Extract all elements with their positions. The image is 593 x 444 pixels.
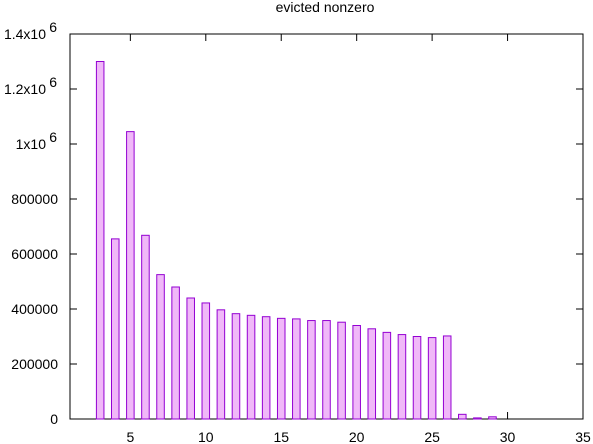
y-tick-label: 0 — [50, 411, 58, 427]
x-tick-label: 30 — [500, 429, 516, 444]
bar — [352, 325, 361, 420]
y-tick-label: 1.2x10 — [4, 81, 46, 97]
bar — [261, 316, 271, 420]
bar — [276, 317, 286, 420]
y-tick-label: 200000 — [11, 356, 58, 372]
y-tick-label: 400000 — [11, 301, 58, 317]
bar — [186, 297, 195, 420]
y-tick-label: 800000 — [11, 191, 58, 207]
y-tick-label-exponent: 6 — [49, 19, 57, 35]
bar — [427, 337, 437, 420]
bar — [367, 328, 377, 420]
x-tick-label: 5 — [126, 429, 134, 444]
y-tick-label: 1x10 — [16, 136, 47, 152]
y-tick-label-exponent: 6 — [49, 129, 57, 145]
x-tick-label: 20 — [349, 429, 365, 444]
x-tick-label: 15 — [273, 429, 289, 444]
bar — [95, 61, 105, 420]
bar — [126, 131, 135, 420]
x-tick-label: 10 — [198, 429, 214, 444]
y-tick-label: 600000 — [11, 246, 58, 262]
bar — [216, 309, 226, 420]
bar — [246, 314, 256, 420]
bar — [397, 334, 407, 420]
bar — [110, 238, 120, 420]
y-tick-label: 1.4x10 — [4, 26, 46, 42]
bar — [231, 313, 241, 420]
bar — [292, 318, 301, 420]
bar — [442, 335, 452, 420]
bar — [337, 321, 346, 420]
bar — [201, 302, 211, 420]
bars — [95, 61, 497, 420]
bar — [488, 416, 497, 420]
bar — [322, 320, 331, 420]
bar — [156, 274, 165, 420]
bar — [171, 286, 180, 420]
y-tick-label-exponent: 6 — [49, 74, 57, 90]
bar — [458, 413, 467, 420]
x-tick-label: 35 — [575, 429, 591, 444]
bar — [141, 234, 150, 420]
x-tick-label: 25 — [424, 429, 440, 444]
bar — [412, 336, 422, 420]
bar — [473, 417, 482, 420]
chart-title: evicted nonzero — [276, 0, 375, 15]
bar — [307, 320, 316, 420]
bar — [382, 331, 392, 420]
